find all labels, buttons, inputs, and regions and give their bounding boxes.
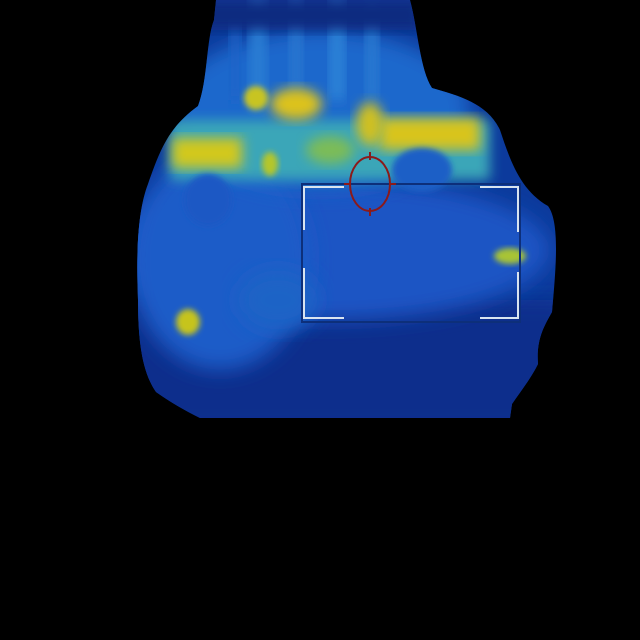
thermal-wheel-right [392,148,452,192]
corner-top-right [480,186,519,232]
thermal-hot-region [244,86,268,110]
thermal-hot-spot [494,248,526,264]
thermal-hot-region [306,136,354,164]
thermal-hot-region [380,118,480,150]
thermal-spot [238,270,318,330]
thermal-hot-region [356,102,384,146]
crosshair-ellipse-icon[interactable] [344,152,396,216]
corner-bottom-left [303,268,344,319]
thermal-hot-region [262,152,278,176]
thermal-wheel-left [184,174,232,226]
tracking-box-outline[interactable] [301,183,521,323]
thermal-hot-spot [176,309,200,335]
corner-top-left [303,186,344,230]
thermal-hot-region [270,88,322,120]
tracking-box-corners [303,186,519,319]
thermal-top-dark [200,0,420,30]
thermal-hot-region [172,138,242,168]
corner-bottom-right [480,272,519,319]
thermal-streak [366,10,378,100]
thermal-streak [230,20,240,100]
